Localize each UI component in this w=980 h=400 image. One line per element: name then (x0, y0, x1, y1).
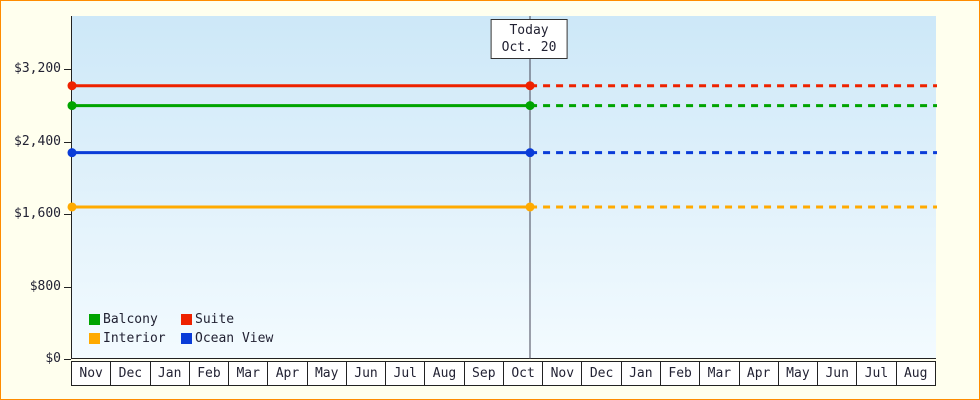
month-cell: Jun (817, 361, 858, 386)
y-tick-mark (64, 286, 71, 288)
series-dot (525, 148, 535, 158)
legend-item: Suite (181, 312, 273, 327)
month-cell: Jan (149, 361, 190, 386)
month-cell: Oct (502, 361, 544, 386)
month-cell: Jan (620, 361, 661, 386)
chart-lines-canvas (67, 16, 937, 359)
y-tick-mark (64, 69, 71, 71)
legend-item: Interior (89, 331, 181, 346)
series-dot (525, 81, 535, 91)
series-dot (67, 101, 77, 111)
series-dot (525, 202, 535, 212)
y-tick-mark (64, 214, 71, 216)
legend-label: Suite (195, 312, 235, 327)
month-cell: May (306, 361, 347, 386)
legend-swatch (89, 333, 100, 344)
legend-swatch (181, 333, 192, 344)
y-tick-mark (64, 141, 71, 143)
month-cell: Dec (581, 361, 622, 386)
legend-label: Ocean View (195, 331, 274, 346)
month-cell: May (777, 361, 819, 386)
month-cell: Aug (895, 361, 936, 386)
series-dot (525, 101, 535, 111)
month-cell: Jul (856, 361, 897, 386)
y-tick-label: $1,600 (14, 206, 61, 222)
month-cell: Apr (738, 361, 779, 386)
today-label-box: Today Oct. 20 (490, 19, 568, 59)
series-dot (67, 81, 77, 91)
month-cell: Nov (71, 361, 112, 386)
y-tick-mark (64, 359, 71, 360)
y-tick-label: $3,200 (14, 61, 61, 77)
legend-item: Balcony (89, 312, 181, 327)
legend: Balcony Suite Interior Ocean View (89, 312, 273, 346)
today-label-line1: Today (509, 23, 549, 38)
month-cell: Aug (424, 361, 465, 386)
y-tick-label: $0 (45, 351, 61, 366)
month-cell: Feb (659, 361, 701, 386)
x-axis-month-band: Nov Dec Jan Feb Mar Apr May Jun Jul Aug Sep Oct Nov D… (71, 361, 936, 386)
today-label-line2: Oct. 20 (501, 40, 557, 55)
legend-label: Interior (103, 331, 166, 346)
month-cell: Sep (463, 361, 504, 386)
y-tick-label: $800 (29, 278, 61, 294)
plot-area (67, 16, 937, 359)
series-dot (67, 148, 77, 158)
month-cell: Dec (110, 361, 151, 386)
legend-swatch (89, 314, 100, 325)
month-cell: Feb (188, 361, 230, 386)
legend-label: Balcony (103, 312, 158, 327)
month-cell: Mar (699, 361, 740, 386)
legend-swatch (181, 314, 192, 325)
month-cell: Nov (542, 361, 583, 386)
y-tick-label: $2,400 (14, 133, 61, 149)
month-cell: Jun (345, 361, 387, 386)
month-cell: Jul (385, 361, 426, 386)
month-cell: Apr (267, 361, 308, 386)
month-cell: Mar (228, 361, 269, 386)
series-dot (67, 202, 77, 212)
legend-item: Ocean View (181, 331, 273, 346)
